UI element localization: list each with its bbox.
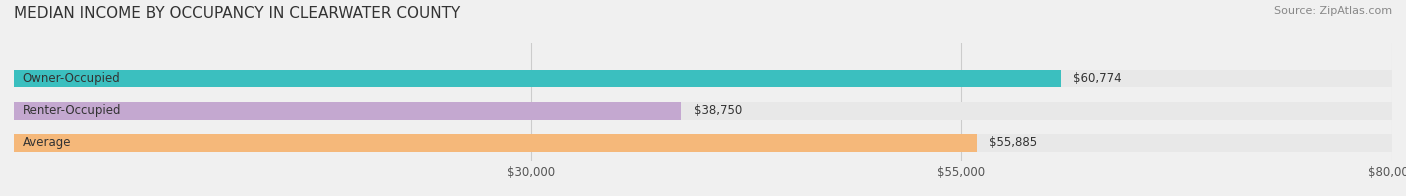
Text: MEDIAN INCOME BY OCCUPANCY IN CLEARWATER COUNTY: MEDIAN INCOME BY OCCUPANCY IN CLEARWATER… [14, 6, 460, 21]
Bar [14, 102, 682, 120]
Text: Average: Average [22, 136, 72, 150]
Bar [14, 134, 977, 152]
Bar [14, 70, 1060, 87]
Text: Renter-Occupied: Renter-Occupied [22, 104, 121, 117]
Text: $60,774: $60,774 [1073, 72, 1122, 85]
Bar [14, 70, 1392, 87]
Text: $38,750: $38,750 [693, 104, 742, 117]
Text: Owner-Occupied: Owner-Occupied [22, 72, 121, 85]
Text: $55,885: $55,885 [988, 136, 1036, 150]
Bar [14, 102, 1392, 120]
Text: Source: ZipAtlas.com: Source: ZipAtlas.com [1274, 6, 1392, 16]
Bar [14, 134, 1392, 152]
